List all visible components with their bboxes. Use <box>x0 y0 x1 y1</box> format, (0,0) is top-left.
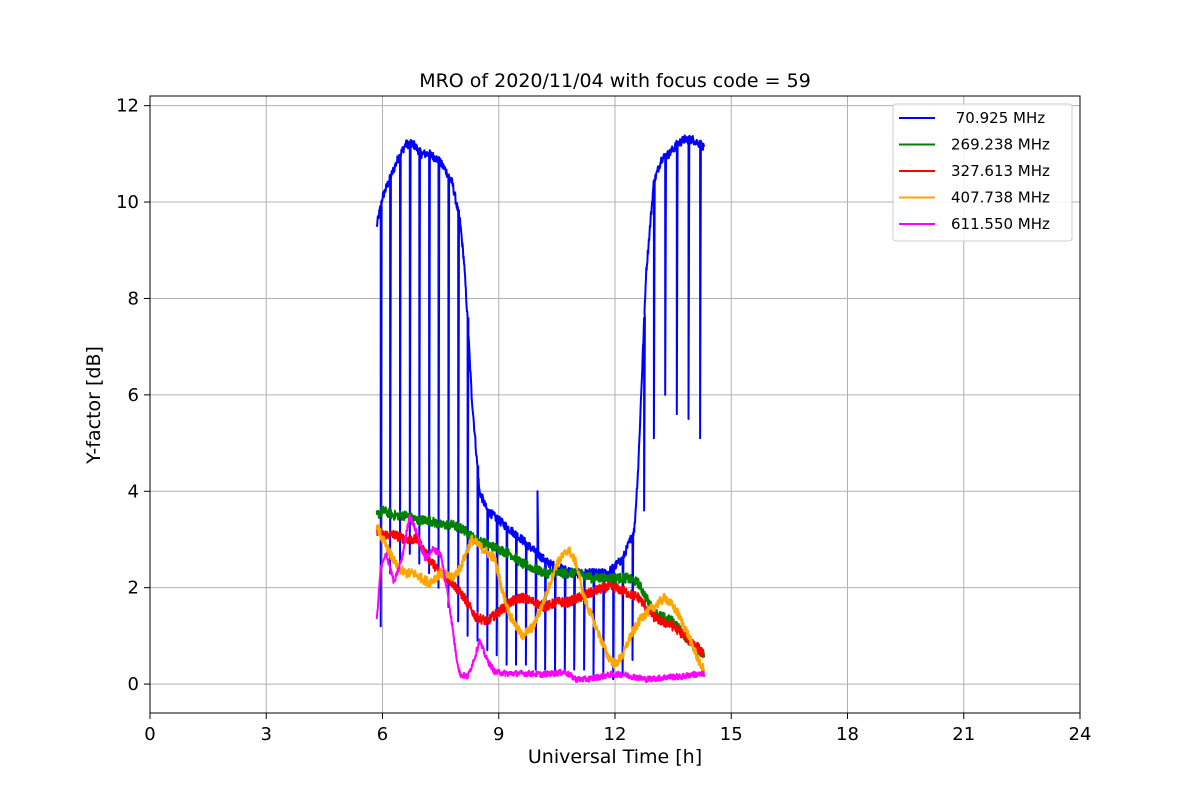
legend-label: 611.550 MHz <box>951 215 1050 233</box>
legend: 70.925 MHz 269.238 MHz 327.613 MHz 407.738 … <box>892 103 1073 242</box>
legend-label: 407.738 MHz <box>951 189 1050 207</box>
legend-label: 70.925 MHz <box>951 109 1045 127</box>
legend-label: 327.613 MHz <box>951 162 1050 180</box>
x-tick-label: 24 <box>1069 724 1092 745</box>
y-tick-label: 10 <box>116 192 139 213</box>
grid <box>149 96 1081 713</box>
legend-box <box>892 103 1073 242</box>
series-line-1 <box>375 505 706 658</box>
x-tick-label: 0 <box>144 724 155 745</box>
series-line-2 <box>375 525 705 659</box>
y-tick-label: 2 <box>128 578 139 599</box>
chart-title: MRO of 2020/11/04 with focus code = 59 <box>419 70 811 92</box>
x-tick-label: 18 <box>836 724 859 745</box>
series-line-0 <box>375 134 706 681</box>
x-tick-label: 9 <box>493 724 504 745</box>
legend-label: 269.238 MHz <box>951 136 1050 154</box>
series-line-3 <box>375 524 706 673</box>
x-tick-label: 12 <box>604 724 627 745</box>
y-tick-label: 4 <box>128 481 139 502</box>
y-tick-label: 12 <box>116 96 139 117</box>
x-tick-label: 3 <box>261 724 272 745</box>
y-axis-label: Y-factor [dB] <box>83 346 105 465</box>
x-tick-label: 15 <box>720 724 743 745</box>
y-tick-label: 6 <box>128 385 139 406</box>
y-tick-label: 0 <box>128 674 139 695</box>
plot-area <box>375 134 706 684</box>
series-line-4 <box>375 514 706 684</box>
x-tick-label: 21 <box>952 724 975 745</box>
y-tick-label: 8 <box>128 288 139 309</box>
x-tick-label: 6 <box>377 724 388 745</box>
x-axis-label: Universal Time [h] <box>528 746 702 768</box>
